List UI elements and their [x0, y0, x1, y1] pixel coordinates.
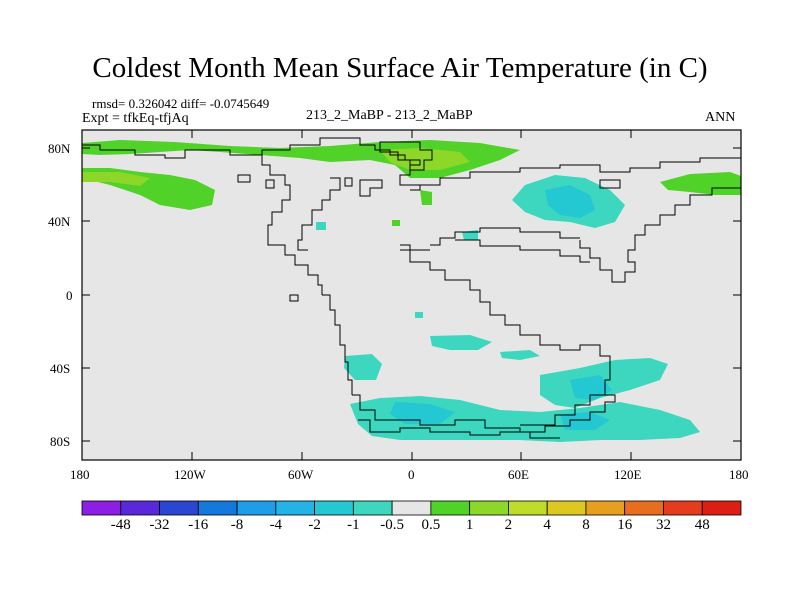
patch-small-4 [415, 312, 423, 318]
patch-north-atlantic [420, 190, 432, 205]
colorbar-box-13 [585, 500, 626, 516]
colorbar-label: 8 [582, 517, 590, 533]
lon-tick-120w: 120W [174, 467, 206, 482]
colorbar-box-9 [430, 500, 471, 516]
colorbar-label: 4 [543, 517, 551, 533]
chart-title: Coldest Month Mean Surface Air Temperatu… [92, 52, 708, 84]
colorbar-label: -0.5 [380, 517, 404, 533]
colorbar-label: 2 [504, 517, 513, 533]
lon-tick-0: 0 [408, 467, 415, 482]
colorbar-label: 16 [617, 517, 633, 533]
colorbar-label: -8 [230, 517, 244, 533]
patch-north-pacific-yellow [82, 172, 150, 186]
patch-arctic-yellow [380, 148, 470, 170]
patch-small-2 [392, 220, 400, 226]
season-label: ANN [705, 110, 736, 125]
colorbar-box-5 [275, 500, 315, 516]
patch-small-1 [316, 222, 326, 230]
colorbar-label: 48 [694, 517, 710, 533]
rmsd-diff-label: rmsd= 0.326042 diff= -0.0745649 [92, 96, 270, 111]
patch-south-atlantic [430, 335, 492, 350]
colorbar-box-7 [352, 500, 393, 516]
lat-tick-40s: 40S [50, 361, 71, 376]
colorbar-box-2 [159, 500, 199, 516]
colorbar-label: 1 [465, 517, 474, 533]
case-label: 213_2_MaBP - 213_2_MaBP [306, 108, 473, 123]
lon-tick-60e: 60E [508, 467, 529, 482]
colorbar-label: -1 [347, 517, 360, 533]
colorbar-label: -4 [269, 517, 283, 533]
colorbar-box-10 [469, 500, 509, 516]
patch-siberia-core [545, 185, 595, 218]
colorbar-box-11 [508, 500, 548, 516]
tick-marks [82, 130, 741, 460]
colorbar-box-3 [197, 500, 238, 516]
patch-south-atlantic-2 [500, 350, 540, 360]
lon-tick-180e: 180 [729, 467, 749, 482]
lon-tick-180w: 180 [70, 467, 90, 482]
experiment-label: Expt = tfkEq-tfjAq [82, 111, 189, 126]
colorbar-box-4 [236, 500, 277, 516]
patch-southern-core-2 [560, 412, 610, 430]
colorbar-box-8 [391, 500, 432, 516]
colorbar [81, 500, 742, 516]
lon-tick-60w: 60W [288, 467, 314, 482]
lat-tick-80s: 80S [50, 434, 71, 449]
colorbar-label: -32 [149, 517, 170, 533]
colorbar-label: 32 [655, 517, 671, 533]
lat-tick-40n: 40N [48, 214, 71, 229]
patch-south-america [344, 354, 382, 380]
colorbar-label: -48 [110, 517, 131, 533]
patch-east-asia-green [660, 172, 741, 195]
colorbar-box-14 [624, 500, 664, 516]
colorbar-label: 0.5 [421, 517, 441, 533]
colorbar-box-15 [663, 500, 703, 516]
colorbar-label: -2 [308, 517, 321, 533]
continent-outlines [82, 137, 741, 439]
colorbar-box-1 [120, 500, 160, 516]
patch-south-indian-core [570, 375, 612, 400]
lon-tick-120e: 120E [614, 467, 642, 482]
colorbar-box-6 [314, 500, 354, 516]
colorbar-label: -16 [188, 517, 209, 533]
colorbar-box-0 [81, 500, 122, 516]
patch-southern-core-1 [390, 402, 455, 424]
colorbar-box-16 [701, 500, 742, 516]
colorbar-box-12 [546, 500, 587, 516]
lat-tick-0: 0 [66, 288, 73, 303]
lat-tick-80n: 80N [48, 141, 71, 156]
